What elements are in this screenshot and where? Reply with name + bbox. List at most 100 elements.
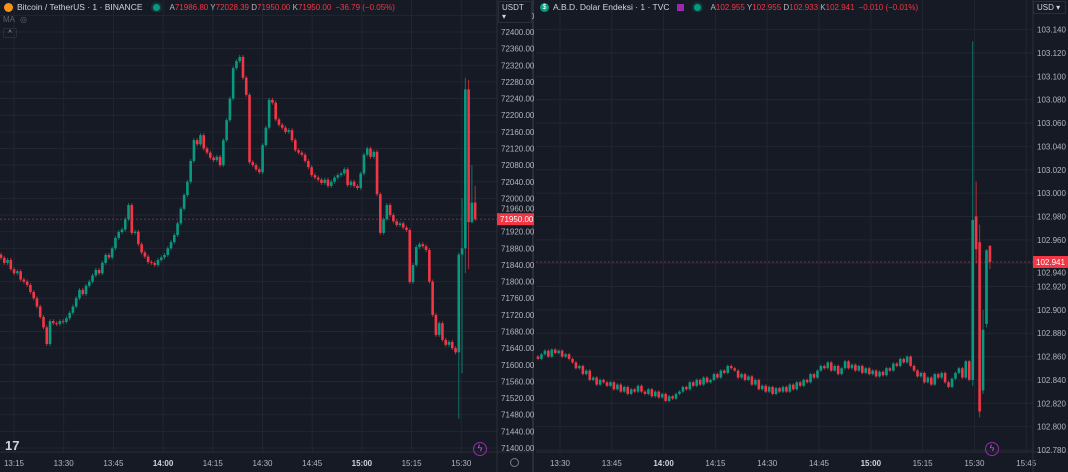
candle-body — [723, 370, 726, 373]
price-tick-label: 103.100 — [1037, 72, 1066, 81]
price-tick-label: 72040.00 — [501, 178, 534, 187]
currency-select[interactable]: USDT ▾ — [498, 1, 532, 23]
candle-body — [878, 371, 881, 377]
dxy-legend: $ A.B.D. Dolar Endeksi · 1 · TVC A102.95… — [540, 2, 918, 12]
ohlc-key: Y — [746, 2, 753, 12]
candle-body — [235, 61, 238, 69]
candle-body — [664, 393, 667, 401]
candle-body — [957, 368, 961, 373]
price-tick-label: 102.940 — [1037, 269, 1066, 278]
currency-select[interactable]: USD ▾ — [1033, 1, 1066, 14]
candle-body — [238, 56, 242, 62]
tradingview-logo[interactable]: 17 — [5, 438, 20, 453]
candle-body — [91, 275, 94, 282]
dxy-chart-canvas[interactable]: 13:30 13:45 14:00 14:15 14:30 14:45 15:00 15:15… — [536, 0, 1068, 472]
ma-indicator[interactable]: MA ◎ — [3, 15, 27, 24]
candle-body — [110, 248, 114, 258]
ohlc-key: D — [783, 2, 790, 12]
candle-body — [550, 349, 554, 357]
price-tick-label: 72080.00 — [501, 161, 534, 170]
candle-body — [933, 374, 937, 385]
settings-icon[interactable] — [510, 458, 519, 467]
price-tick-label: 71520.00 — [501, 394, 534, 403]
candle-body — [809, 374, 812, 383]
time-tick-label: 15:30 — [964, 459, 985, 468]
candle-body — [254, 165, 258, 170]
price-tick-label: 102.860 — [1037, 353, 1066, 362]
candle-body — [133, 231, 137, 233]
candle-body — [847, 361, 850, 369]
candle-body — [349, 181, 353, 186]
candle-body — [19, 271, 22, 280]
candle-body — [654, 391, 657, 397]
price-tick-label: 71760.00 — [501, 294, 534, 303]
candle-body — [926, 377, 930, 383]
candle-body — [395, 221, 398, 226]
price-tick-label: 71720.00 — [501, 311, 534, 320]
candle-body — [310, 167, 313, 176]
price-tick-label: 71880.00 — [501, 244, 534, 253]
bitcoin-chart-pane[interactable]: 13:15 13:30 13:45 14:00 14:15 14:30 14:45 15:00… — [0, 0, 534, 472]
candle-body — [424, 246, 428, 250]
candle-body — [898, 358, 902, 366]
candle-body — [726, 365, 730, 373]
candle-body — [32, 292, 35, 299]
bitcoin-chart-canvas[interactable]: 13:15 13:30 13:45 14:00 14:15 14:30 14:45 15:00… — [0, 0, 534, 472]
ohlc-value: 71950.00 — [297, 2, 332, 12]
candle-body — [173, 235, 176, 243]
candle-body — [271, 99, 274, 103]
price-tick-label: 102.920 — [1037, 283, 1066, 292]
candle-body — [225, 120, 228, 141]
candle-body — [140, 244, 143, 253]
dxy-chart-pane[interactable]: 13:30 13:45 14:00 14:15 14:30 14:45 15:00 15:15… — [536, 0, 1068, 472]
candle-body — [940, 372, 943, 378]
flag-icon[interactable] — [676, 3, 684, 11]
candle-body — [695, 379, 698, 386]
candle-body — [195, 140, 199, 145]
time-tick-label: 14:45 — [302, 459, 323, 468]
ohlc-key: A — [710, 2, 716, 12]
price-tick-label: 72120.00 — [501, 144, 534, 153]
candle-body — [716, 374, 719, 378]
candle-body — [536, 356, 540, 359]
candle-body — [74, 298, 78, 307]
candle-body — [598, 379, 602, 385]
candle-body — [850, 364, 854, 369]
candle-body — [698, 379, 702, 385]
candle-body — [411, 264, 415, 283]
candle-body — [978, 242, 981, 412]
candle-body — [192, 140, 196, 161]
candle-body — [284, 127, 287, 132]
candle-body — [114, 237, 117, 249]
candle-body — [316, 177, 320, 180]
candle-body — [241, 56, 245, 78]
candle-body — [261, 145, 264, 173]
eye-icon[interactable]: ◎ — [20, 15, 27, 24]
candle-body — [574, 362, 578, 369]
candle-body — [208, 152, 212, 158]
candle-body — [143, 252, 147, 257]
lightning-icon[interactable]: ϟ — [985, 442, 999, 456]
price-tick-label: 102.960 — [1037, 236, 1066, 245]
ohlc-value: 71950.00 — [257, 2, 293, 12]
candle-body — [153, 262, 156, 265]
collapse-legend-button[interactable]: ^ — [3, 28, 17, 38]
candle-body — [450, 341, 454, 349]
lightning-icon[interactable]: ϟ — [473, 442, 487, 456]
candle-body — [833, 365, 836, 371]
candle-body — [871, 370, 874, 375]
candle-body — [215, 156, 219, 161]
candle-body — [454, 348, 457, 353]
candle-body — [798, 382, 802, 386]
candle-body — [45, 327, 49, 344]
time-tick-label: 15:30 — [451, 459, 472, 468]
candle-body — [22, 279, 26, 282]
symbol-title[interactable]: A.B.D. Dolar Endeksi · 1 · TVC — [553, 2, 670, 12]
candle-body — [323, 179, 327, 184]
candle-body — [757, 379, 761, 390]
candle-body — [199, 135, 202, 145]
candle-body — [365, 148, 369, 155]
candle-body — [176, 223, 179, 236]
candle-body — [388, 205, 392, 216]
symbol-title[interactable]: Bitcoin / TetherUS · 1 · BINANCE — [17, 2, 143, 12]
